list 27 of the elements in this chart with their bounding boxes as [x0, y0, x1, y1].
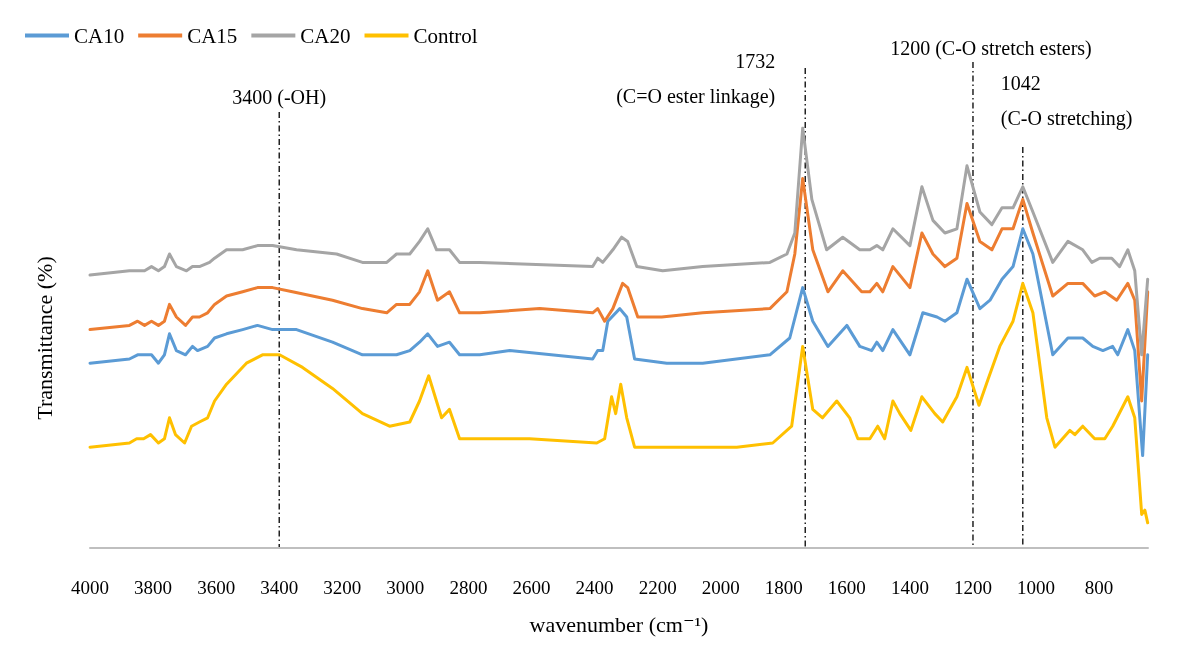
- x-tick-label: 1000: [1017, 577, 1056, 598]
- x-tick-label: 800: [1084, 577, 1114, 598]
- x-tick-label: 3600: [197, 577, 236, 598]
- legend-label: CA20: [300, 23, 351, 48]
- ref-line-label: 1200 (C-O stretch esters): [890, 37, 1092, 60]
- x-tick-label: 3000: [386, 577, 425, 598]
- legend-label: Control: [413, 23, 478, 48]
- x-tick-label: 2800: [449, 577, 488, 598]
- x-tick-label: 3400: [260, 577, 299, 598]
- x-tick-label: 2200: [638, 577, 677, 598]
- legend-label: CA10: [74, 23, 125, 48]
- ref-line-label: 1042 (C-O stretching): [1000, 71, 1133, 130]
- x-tick-label: 2000: [701, 577, 740, 598]
- legend-label: CA15: [187, 23, 238, 48]
- x-tick-label: 2600: [512, 577, 551, 598]
- x-tick-label: 1800: [764, 577, 803, 598]
- x-tick-label: 3200: [323, 577, 362, 598]
- x-axis-title: wavenumber (cm⁻¹): [529, 611, 709, 637]
- x-tick-label: 3800: [134, 577, 173, 598]
- ref-line-label: 1732 (C=O ester linkage): [616, 49, 776, 108]
- x-tick-label: 1200: [953, 577, 992, 598]
- x-tick-label: 2400: [575, 577, 614, 598]
- x-tick-label: 1600: [827, 577, 866, 598]
- y-axis-title: Transmittance (%): [31, 256, 57, 420]
- x-tick-label: 1400: [890, 577, 929, 598]
- ref-line-label: 3400 (-OH): [232, 86, 327, 109]
- x-tick-label: 4000: [71, 577, 109, 598]
